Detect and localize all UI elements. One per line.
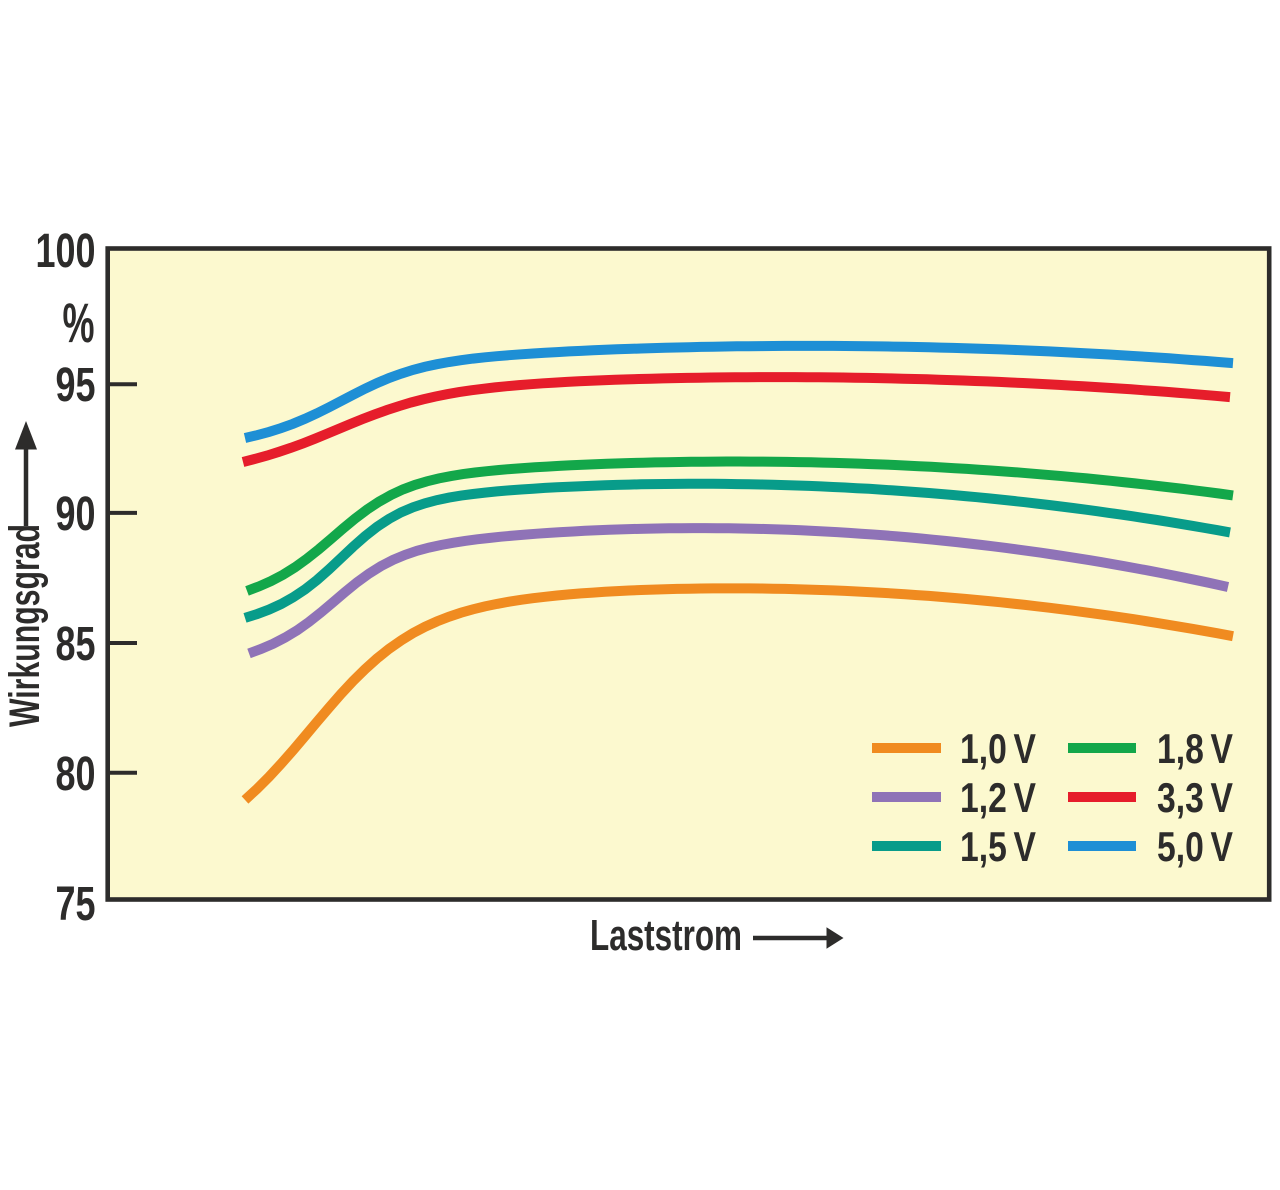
svg-text:1,5 V: 1,5 V bbox=[960, 823, 1036, 870]
svg-text:1,2 V: 1,2 V bbox=[960, 774, 1036, 821]
svg-text:100: 100 bbox=[36, 225, 96, 278]
svg-text:85: 85 bbox=[56, 618, 96, 671]
svg-text:1,8 V: 1,8 V bbox=[1157, 725, 1233, 772]
svg-text:90: 90 bbox=[56, 488, 96, 541]
svg-text:95: 95 bbox=[56, 359, 96, 412]
svg-text:Laststrom: Laststrom bbox=[590, 911, 742, 960]
svg-text:80: 80 bbox=[56, 748, 96, 801]
svg-text:3,3 V: 3,3 V bbox=[1157, 774, 1233, 821]
svg-text:5,0 V: 5,0 V bbox=[1157, 823, 1233, 870]
svg-text:%: % bbox=[63, 291, 95, 354]
svg-text:75: 75 bbox=[56, 878, 96, 931]
svg-text:1,0 V: 1,0 V bbox=[960, 725, 1036, 772]
svg-text:Wirkungsgrad: Wirkungsgrad bbox=[1, 524, 49, 727]
